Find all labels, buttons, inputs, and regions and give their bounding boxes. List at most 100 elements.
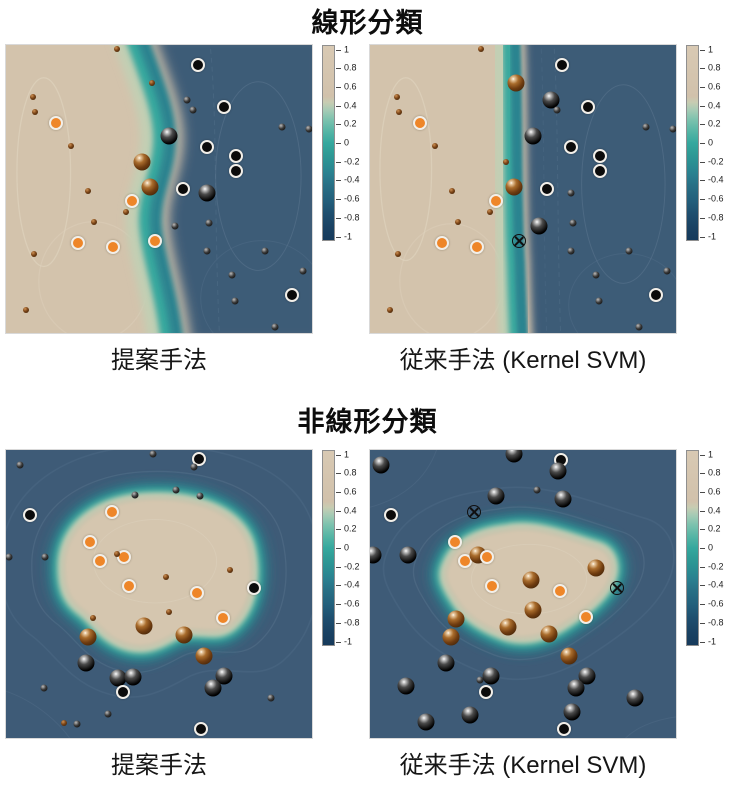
colorbar-tick-mark <box>336 641 341 643</box>
point-class1-weighted-sphere <box>195 647 213 665</box>
colorbar-tick-label: 0 <box>708 137 714 148</box>
colorbar-tick-label: 0.6 <box>344 486 357 497</box>
row-linear: 1 0.8 0.6 0.4 0.2 0 -0.2 -0.4 -0.6 -0.8 -1 1 0.8 0.6 <box>0 44 735 334</box>
point-class2-weighted-sphere <box>487 487 505 505</box>
point-class2-unlabeled <box>476 676 484 684</box>
point-class1-labeled <box>92 553 107 568</box>
colorbar-tick-label: -0.8 <box>344 212 360 223</box>
colorbar-tick-label: 0.8 <box>708 467 721 478</box>
colorbar-tick-mark <box>336 217 341 219</box>
colorbar-tick-label: -1 <box>708 636 717 646</box>
point-class2-unlabeled <box>278 123 286 130</box>
colorbar-tick-mark <box>700 86 705 88</box>
point-class2-weighted-sphere <box>215 667 233 684</box>
point-class2-unlabeled <box>595 297 603 305</box>
point-class2-unlabeled <box>149 450 157 458</box>
point-class2-weighted-sphere <box>530 217 548 235</box>
point-class1-unlabeled <box>393 93 400 100</box>
point-misclassified-marker <box>512 233 527 248</box>
colorbar-tick-mark <box>336 161 341 163</box>
point-class1-labeled <box>148 233 163 248</box>
colorbar-tick-label: 1 <box>344 449 350 459</box>
point-class2-weighted-sphere <box>370 546 382 564</box>
point-misclassified-marker <box>609 580 624 595</box>
point-class2-unlabeled <box>305 125 312 133</box>
colorbar: 1 0.8 0.6 0.4 0.2 0 -0.2 -0.4 -0.6 -0.8 -1 <box>686 449 730 650</box>
point-class2-unlabeled <box>553 106 561 113</box>
point-class2-labeled <box>593 149 608 164</box>
point-class2-unlabeled <box>6 553 13 561</box>
colorbar-tick-label: 1 <box>708 449 714 459</box>
colorbar-tick-label: 1 <box>708 44 714 54</box>
point-class1-unlabeled <box>30 250 37 257</box>
point-class2-weighted-sphere <box>198 184 216 202</box>
colorbar-tick-label: -0.2 <box>708 561 724 572</box>
point-class1-weighted-sphere <box>447 610 465 628</box>
point-class2-labeled <box>194 722 209 737</box>
point-class1-labeled <box>215 611 230 626</box>
captions-linear: 提案手法 従来手法 (Kernel SVM) <box>0 334 735 379</box>
point-class2-labeled <box>216 100 231 115</box>
colorbar-tick-label: -0.8 <box>344 617 360 628</box>
colorbar-tick-label: 0.2 <box>708 523 721 534</box>
point-class1-unlabeled <box>148 79 155 86</box>
point-class1-labeled <box>70 235 85 250</box>
colorbar-ticks: 1 0.8 0.6 0.4 0.2 0 -0.2 -0.4 -0.6 -0.8 -1 <box>322 44 366 245</box>
point-class2-unlabeled <box>203 247 211 255</box>
figure-linear-proposed: 1 0.8 0.6 0.4 0.2 0 -0.2 -0.4 -0.6 -0.8 -1 <box>5 44 366 334</box>
contour-plot-nonlinear-kernel-svm <box>369 449 677 739</box>
colorbar-tick-label: 0.8 <box>344 62 357 73</box>
colorbar-ticks: 1 0.8 0.6 0.4 0.2 0 -0.2 -0.4 -0.6 -0.8 -1 <box>686 449 730 650</box>
point-class2-labeled <box>199 140 214 155</box>
contour-plot-linear-proposed <box>5 44 313 334</box>
colorbar-tick-label: -1 <box>344 636 353 646</box>
point-class1-unlabeled <box>503 159 510 166</box>
colorbar-tick-mark <box>700 236 705 238</box>
colorbar-ticks: 1 0.8 0.6 0.4 0.2 0 -0.2 -0.4 -0.6 -0.8 -1 <box>322 449 366 650</box>
point-class1-unlabeled <box>394 250 401 257</box>
figure-nonlinear-kernel-svm: 1 0.8 0.6 0.4 0.2 0 -0.2 -0.4 -0.6 -0.8 -1 <box>369 449 730 739</box>
colorbar-tick-label: 0.4 <box>344 505 357 516</box>
colorbar: 1 0.8 0.6 0.4 0.2 0 -0.2 -0.4 -0.6 -0.8 -1 <box>322 44 366 245</box>
point-class2-unlabeled <box>190 463 198 471</box>
colorbar-tick-label: 0.6 <box>708 486 721 497</box>
point-class2-weighted-sphere <box>554 490 572 508</box>
point-class2-unlabeled <box>642 123 650 130</box>
point-class2-unlabeled <box>41 553 49 561</box>
point-class1-unlabeled <box>455 218 462 225</box>
scatter-layer <box>370 450 676 738</box>
point-class1-unlabeled <box>67 143 74 150</box>
caption-nonlinear-proposed: 提案手法 <box>111 752 207 779</box>
point-class2-weighted-sphere <box>578 667 596 684</box>
point-class2-labeled <box>175 182 190 196</box>
point-class1-labeled <box>190 586 205 601</box>
point-class2-weighted-sphere <box>524 127 542 145</box>
colorbar-tick-label: -0.8 <box>708 212 724 223</box>
colorbar-tick-mark <box>700 510 705 512</box>
colorbar-tick-mark <box>700 199 705 201</box>
colorbar-tick-label: -0.2 <box>708 156 724 167</box>
caption-linear-proposed: 提案手法 <box>111 347 207 374</box>
colorbar-tick-mark <box>336 199 341 201</box>
colorbar-tick-label: -0.4 <box>708 174 724 185</box>
colorbar-tick-label: 0.6 <box>708 81 721 92</box>
colorbar-tick-mark <box>700 124 705 126</box>
decision-surface-linear-proposed <box>6 45 312 333</box>
colorbar-tick-mark <box>336 86 341 88</box>
point-class1-weighted-sphere <box>505 178 523 196</box>
point-class1-unlabeled <box>91 218 98 225</box>
point-class1-weighted-sphere <box>141 178 159 196</box>
point-class2-unlabeled <box>40 684 48 692</box>
point-class1-weighted-sphere <box>522 571 540 589</box>
point-class2-unlabeled <box>299 267 307 275</box>
decision-surface-linear-kernel-svm <box>370 45 676 333</box>
colorbar-tick-label: -0.4 <box>344 579 360 590</box>
point-class2-unlabeled <box>569 219 577 227</box>
point-class2-labeled <box>115 684 130 699</box>
colorbar-tick-label: -0.6 <box>344 598 360 609</box>
colorbar-tick-label: 0.2 <box>344 523 357 534</box>
colorbar-tick-mark <box>700 473 705 475</box>
colorbar-tick-mark <box>336 143 341 144</box>
point-class1-unlabeled <box>163 574 170 580</box>
